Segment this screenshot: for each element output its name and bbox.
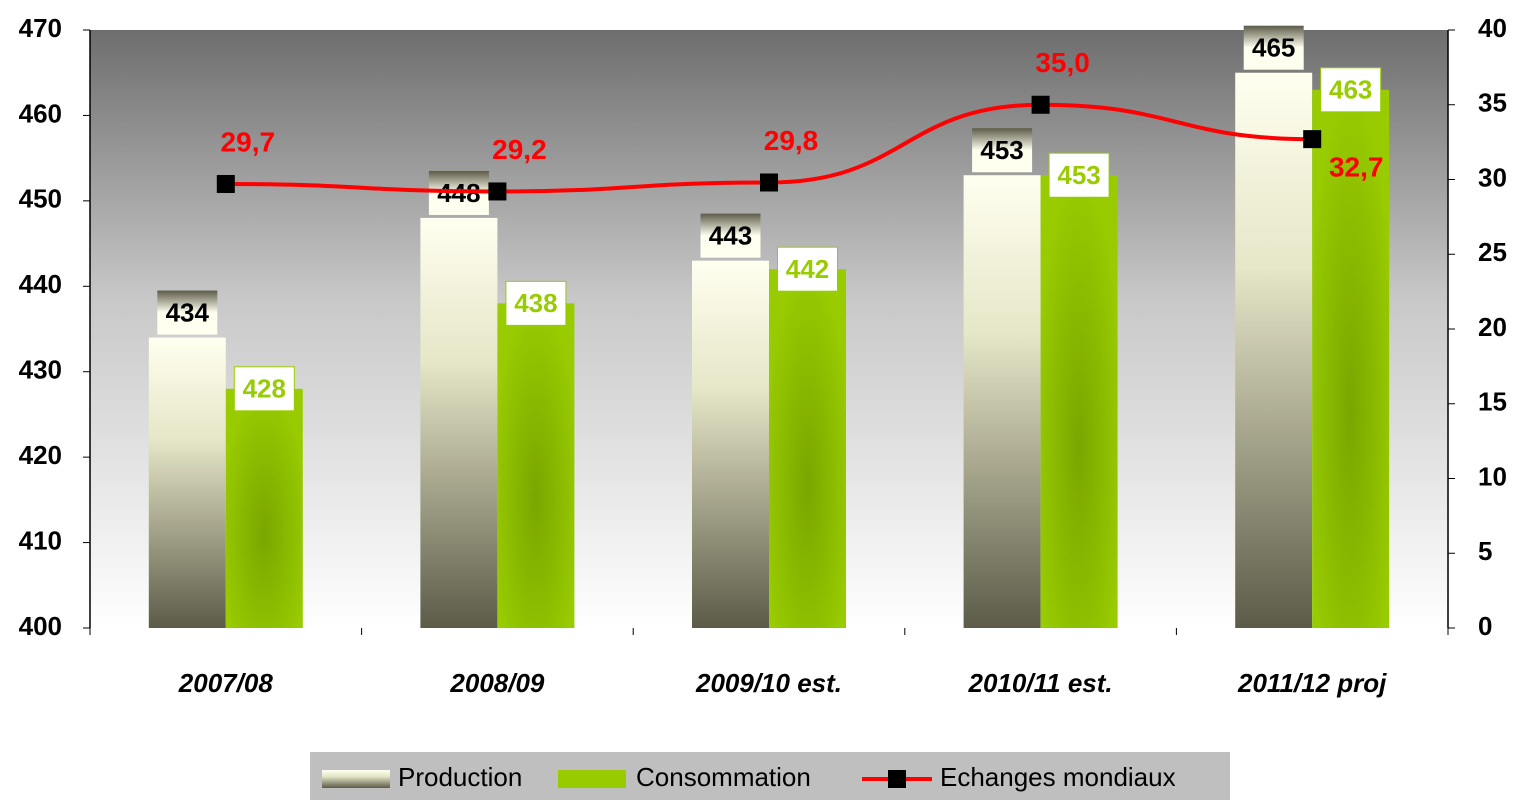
- data-label-box: [505, 280, 567, 326]
- data-label-box: [157, 290, 218, 335]
- data-label: 443: [709, 221, 752, 251]
- legend-label: Consommation: [636, 762, 811, 792]
- data-label-box: [1243, 25, 1304, 70]
- line-label: 35,0: [1035, 47, 1090, 78]
- line-label: 29,7: [221, 126, 276, 157]
- y2-tick-label: 20: [1478, 312, 1507, 342]
- legend-marker: [888, 770, 906, 788]
- production-bar: [420, 217, 498, 628]
- y-tick-label: 410: [19, 525, 62, 555]
- line-label: 32,7: [1329, 152, 1384, 183]
- marker: [760, 173, 778, 192]
- legend-label: Production: [398, 762, 522, 792]
- data-label-box: [700, 213, 761, 258]
- data-label: 442: [786, 254, 829, 284]
- x-tick-label: 2007/08: [178, 668, 274, 698]
- line: [225, 102, 1313, 194]
- production-bar: [963, 175, 1041, 628]
- consommation-bar: [1040, 175, 1118, 628]
- y-tick-label: 460: [19, 98, 62, 128]
- y2-tick-label: 35: [1478, 88, 1507, 118]
- consommation-bar: [1312, 89, 1390, 629]
- production-bar: [692, 260, 769, 628]
- y2-tick-label: 30: [1478, 162, 1507, 192]
- marker: [488, 182, 507, 201]
- consommation-bar: [225, 388, 303, 628]
- legend-label: Echanges mondiaux: [940, 762, 1176, 792]
- data-label-box: [1320, 67, 1382, 113]
- y-tick-label: 430: [19, 355, 62, 385]
- data-label-box: [233, 366, 295, 412]
- data-label-box: [777, 246, 838, 292]
- data-label: 453: [1057, 160, 1100, 190]
- data-label-box: [1048, 152, 1110, 198]
- data-label-box: [972, 128, 1033, 173]
- y2-tick-label: 10: [1478, 461, 1507, 491]
- y-tick-label: 420: [19, 440, 62, 470]
- data-label: 438: [514, 288, 557, 318]
- marker: [1303, 130, 1322, 149]
- data-label: 453: [980, 135, 1023, 165]
- production-bar: [1235, 72, 1313, 628]
- y2-tick-label: 5: [1478, 536, 1492, 566]
- y2-tick-label: 40: [1478, 13, 1507, 43]
- x-tick-label: 2011/12 proj: [1237, 668, 1387, 698]
- data-label: 463: [1329, 75, 1372, 105]
- marker: [1031, 95, 1050, 114]
- line-label: 29,8: [764, 125, 819, 156]
- y-tick-label: 400: [19, 611, 62, 641]
- legend-swatch: [558, 770, 626, 788]
- data-label: 465: [1252, 33, 1295, 63]
- data-label: 428: [243, 374, 286, 404]
- y2-tick-label: 25: [1478, 237, 1507, 267]
- consommation-bar: [497, 303, 575, 628]
- x-tick-label: 2009/10 est.: [695, 668, 842, 698]
- y-tick-label: 470: [19, 13, 62, 43]
- legend-swatch: [322, 770, 390, 788]
- data-label: 434: [166, 297, 210, 327]
- y-tick-label: 450: [19, 184, 62, 214]
- production-bar: [148, 337, 226, 628]
- x-tick-label: 2010/11 est.: [968, 668, 1113, 698]
- x-tick-label: 2008/09: [449, 668, 545, 698]
- consommation-bar: [769, 269, 846, 628]
- legend: [310, 752, 1230, 800]
- line-label: 29,2: [492, 134, 547, 165]
- y2-tick-label: 15: [1478, 387, 1507, 417]
- marker: [216, 174, 235, 193]
- y-tick-label: 440: [19, 269, 62, 299]
- y2-tick-label: 0: [1478, 611, 1492, 641]
